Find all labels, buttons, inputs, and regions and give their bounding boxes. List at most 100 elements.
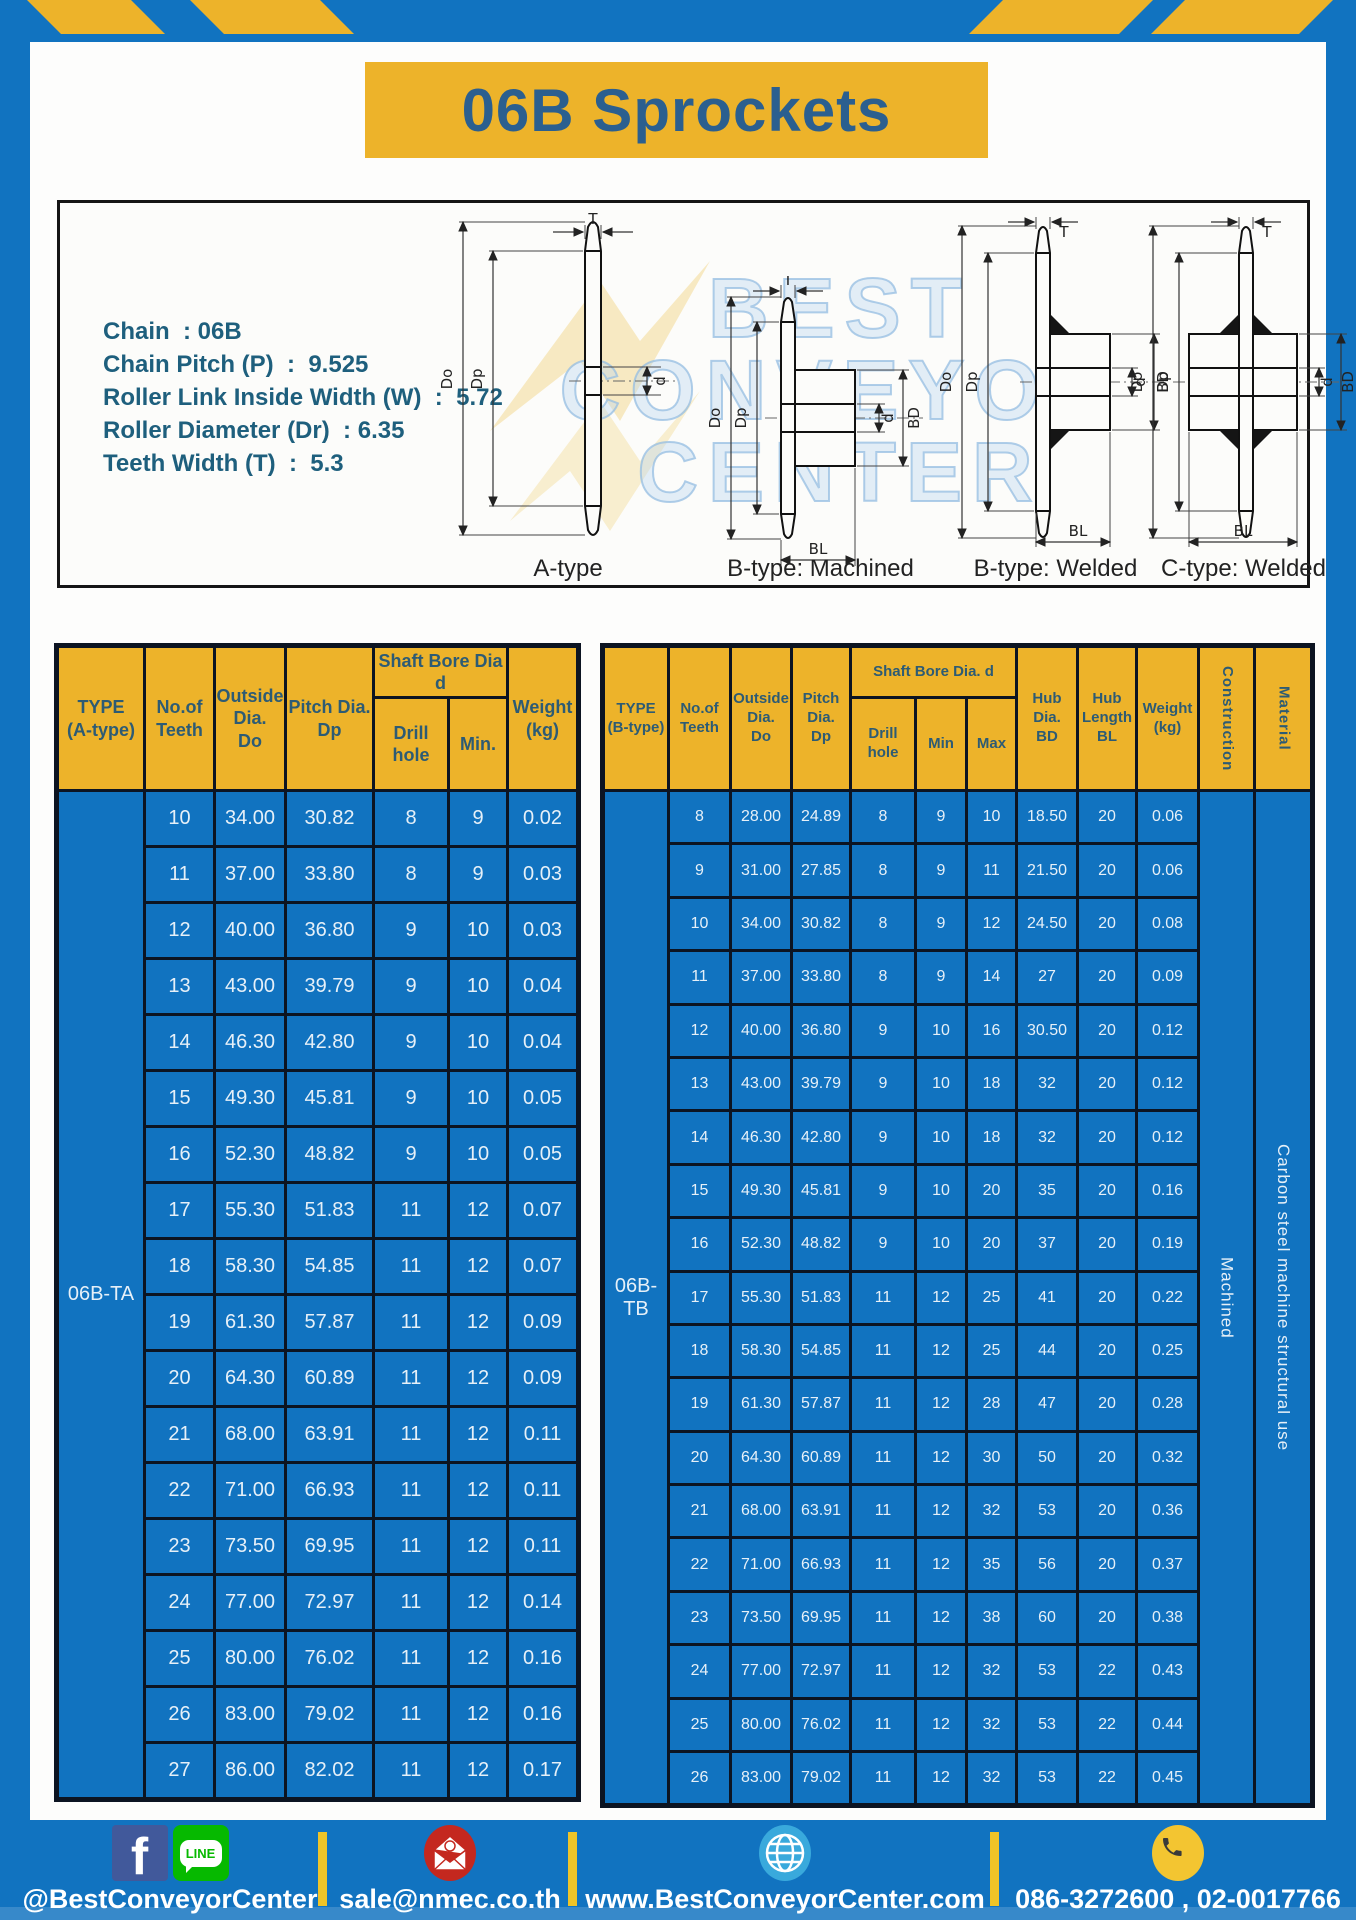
data-cell: 8 xyxy=(372,845,450,904)
data-cell: 0.25 xyxy=(1135,1322,1201,1380)
data-cell: 0.06 xyxy=(1135,842,1201,899)
data-cell: 10 xyxy=(914,1109,968,1166)
spec-line: Chain : 06B xyxy=(103,318,242,345)
data-cell: 9 xyxy=(914,842,968,899)
data-cell: 79.02 xyxy=(790,1750,852,1808)
col-header-type: TYPE (A-type) xyxy=(55,644,146,792)
data-cell: 40.00 xyxy=(213,901,287,960)
data-cell: 24 xyxy=(667,1643,732,1700)
data-cell: 39.79 xyxy=(284,957,375,1016)
data-cell: 27.85 xyxy=(790,842,852,899)
data-cell: 66.93 xyxy=(790,1536,852,1593)
data-cell: 43.00 xyxy=(213,957,287,1016)
data-cell: 12 xyxy=(914,1536,968,1593)
data-cell: 42.80 xyxy=(284,1013,375,1072)
data-cell: 0.07 xyxy=(506,1237,580,1296)
band-stripe xyxy=(969,0,1153,34)
data-cell: 12 xyxy=(447,1741,509,1801)
data-cell: 11 xyxy=(372,1685,450,1744)
data-cell: 0.22 xyxy=(1135,1269,1201,1326)
data-cell: 20 xyxy=(964,1162,1019,1220)
material-cell: Carbon steel machine structural use xyxy=(1253,788,1315,1808)
data-cell: 27 xyxy=(143,1741,216,1801)
data-cell: 17 xyxy=(143,1181,216,1240)
data-cell: 14 xyxy=(667,1109,732,1166)
data-cell: 10 xyxy=(447,901,509,960)
data-cell: 10 xyxy=(447,1013,509,1072)
data-cell: 20 xyxy=(143,1349,216,1408)
table-row: 22 71.00 66.93 11 12 35 56 20 0.37 xyxy=(603,1536,1313,1593)
table-row: 11 37.00 33.80 8 9 14 27 20 0.09 xyxy=(603,949,1313,1006)
line-icon: LINE xyxy=(172,1825,229,1881)
dim-label-t: T xyxy=(1058,223,1069,241)
data-cell: 11 xyxy=(964,842,1019,899)
data-cell: 41 xyxy=(1015,1269,1080,1326)
data-cell: 79.02 xyxy=(284,1685,375,1744)
data-cell: 55.30 xyxy=(213,1181,287,1240)
col-header-hub-length: Hub Length BL xyxy=(1076,644,1139,792)
sprocket-drawing-b-welded: Do Dp T d BD BL xyxy=(938,217,1172,547)
data-cell: 86.00 xyxy=(213,1741,287,1801)
data-cell: 57.87 xyxy=(284,1293,375,1352)
data-cell: 12 xyxy=(447,1461,509,1520)
data-cell: 12 xyxy=(914,1696,968,1754)
table-row: 19 61.30 57.87 11 12 28 47 20 0.28 xyxy=(603,1376,1313,1433)
table-row: 12 40.00 36.80 9 10 16 30.50 20 0.12 xyxy=(603,1002,1313,1059)
data-cell: 76.02 xyxy=(284,1629,375,1688)
data-cell: 32 xyxy=(964,1483,1019,1540)
data-cell: 60.89 xyxy=(284,1349,375,1408)
dim-label-dp: Dp xyxy=(963,371,981,392)
data-cell: 12 xyxy=(447,1685,509,1744)
data-cell: 37.00 xyxy=(213,845,287,904)
data-cell: 8 xyxy=(849,788,917,846)
data-cell: 10 xyxy=(143,789,216,848)
data-cell: 12 xyxy=(914,1269,968,1326)
table-row: 16 52.30 48.82 9 10 20 37 20 0.19 xyxy=(603,1216,1313,1273)
data-cell: 45.81 xyxy=(790,1162,852,1220)
data-cell: 11 xyxy=(372,1237,450,1296)
caption-b-type-welded: B-type: Welded xyxy=(973,555,1138,582)
footer-social-section: f LINE @BestConveyorCenter xyxy=(20,1820,320,1920)
table-row: 16 52.30 48.82 9 10 0.05 xyxy=(57,1125,580,1184)
dim-label-d: d xyxy=(1131,377,1149,387)
data-cell: 9 xyxy=(849,1216,917,1273)
data-cell: 0.06 xyxy=(1135,788,1201,846)
data-cell: 45.81 xyxy=(284,1069,375,1128)
data-cell: 0.19 xyxy=(1135,1216,1201,1273)
data-cell: 69.95 xyxy=(284,1517,375,1576)
table-row: 14 46.30 42.80 9 10 18 32 20 0.12 xyxy=(603,1109,1313,1166)
table-row: 10 34.00 30.82 8 9 12 24.50 20 0.08 xyxy=(603,895,1313,953)
data-cell: 18 xyxy=(964,1055,1019,1113)
data-cell: 0.16 xyxy=(506,1685,580,1744)
col-header-drill-hole: Drill hole xyxy=(849,696,917,792)
data-cell: 9 xyxy=(372,1013,450,1072)
data-cell: 66.93 xyxy=(284,1461,375,1520)
spec-line: Roller Diameter (Dr) : 6.35 xyxy=(103,417,405,444)
data-cell: 16 xyxy=(964,1002,1019,1059)
band-stripe xyxy=(190,0,354,34)
data-cell: 73.50 xyxy=(213,1517,287,1576)
dim-label-bd: BD xyxy=(1339,371,1356,393)
data-cell: 77.00 xyxy=(729,1643,793,1700)
data-cell: 54.85 xyxy=(284,1237,375,1296)
globe-icon xyxy=(759,1825,811,1881)
data-cell: 20 xyxy=(1076,788,1139,846)
data-cell: 11 xyxy=(849,1429,917,1487)
data-cell: 0.03 xyxy=(506,845,580,904)
data-cell: 0.04 xyxy=(506,1013,580,1072)
data-cell: 0.38 xyxy=(1135,1589,1201,1647)
data-cell: 20 xyxy=(1076,1322,1139,1380)
data-cell: 76.02 xyxy=(790,1696,852,1754)
data-cell: 9 xyxy=(372,957,450,1016)
data-cell: 0.05 xyxy=(506,1069,580,1128)
email-icon xyxy=(424,1825,476,1881)
top-decorative-band xyxy=(0,0,1356,42)
data-cell: 21 xyxy=(667,1483,732,1540)
social-handle: @BestConveyorCenter xyxy=(22,1884,318,1914)
data-cell: 9 xyxy=(914,788,968,846)
data-cell: 60.89 xyxy=(790,1429,852,1487)
data-cell: 12 xyxy=(447,1349,509,1408)
data-cell: 8 xyxy=(849,895,917,953)
data-cell: 0.09 xyxy=(506,1349,580,1408)
data-cell: 12 xyxy=(914,1483,968,1540)
